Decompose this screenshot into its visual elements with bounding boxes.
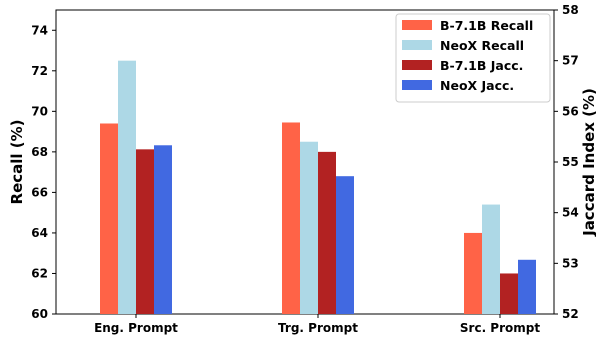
y-axis-left: 60 62 64 66 68 70 72 74 [31, 23, 56, 321]
bar-neox-jacc-2 [518, 260, 536, 314]
legend-label: NeoX Recall [440, 38, 524, 53]
x-tick-label: Eng. Prompt [94, 321, 178, 335]
bar-b-7-1b-jacc-0 [136, 149, 154, 314]
bar-neox-recall-1 [300, 142, 318, 314]
y-tick-label: 68 [31, 145, 48, 159]
x-axis: Eng. Prompt Trg. Prompt Src. Prompt [94, 314, 540, 335]
y-tick-label: 60 [31, 307, 48, 321]
y2-tick-label: 56 [562, 104, 579, 118]
x-tick-label: Trg. Prompt [278, 321, 358, 335]
y-tick-label: 72 [31, 64, 48, 78]
bar-neox-recall-2 [482, 205, 500, 314]
bar-b-7-1b-jacc-1 [318, 152, 336, 314]
bar-b-7-1b-recall-2 [464, 233, 482, 314]
bar-neox-recall-0 [118, 61, 136, 314]
y2-tick-label: 53 [562, 256, 579, 270]
legend-label: B-7.1B Recall [440, 18, 533, 33]
legend-swatch [402, 20, 432, 30]
y2-tick-label: 54 [562, 206, 579, 220]
y2-axis-title: Jaccard Index (%) [580, 88, 596, 237]
legend-label: NeoX Jacc. [440, 78, 514, 93]
legend: B-7.1B Recall NeoX Recall B-7.1B Jacc. NeoX… [396, 14, 550, 102]
bar-neox-jacc-1 [336, 176, 354, 314]
legend-swatch [402, 80, 432, 90]
y-axis-right: 52 53 54 55 56 57 58 [554, 3, 579, 321]
y-tick-label: 66 [31, 185, 48, 199]
y-tick-label: 74 [31, 23, 48, 37]
y-tick-label: 62 [31, 266, 48, 280]
y2-tick-label: 57 [562, 54, 579, 68]
x-tick-label: Src. Prompt [460, 321, 540, 335]
legend-swatch [402, 60, 432, 70]
y-axis-title: Recall (%) [8, 120, 26, 205]
y2-tick-label: 55 [562, 155, 579, 169]
bar-neox-jacc-0 [154, 145, 172, 314]
bar-b-7-1b-recall-0 [100, 123, 118, 314]
y-tick-label: 70 [31, 104, 48, 118]
y2-tick-label: 58 [562, 3, 579, 17]
legend-label: B-7.1B Jacc. [440, 58, 523, 73]
bar-b-7-1b-recall-1 [282, 122, 300, 314]
bar-b-7-1b-jacc-2 [500, 273, 518, 314]
y-tick-label: 64 [31, 226, 48, 240]
y2-tick-label: 52 [562, 307, 579, 321]
legend-swatch [402, 40, 432, 50]
